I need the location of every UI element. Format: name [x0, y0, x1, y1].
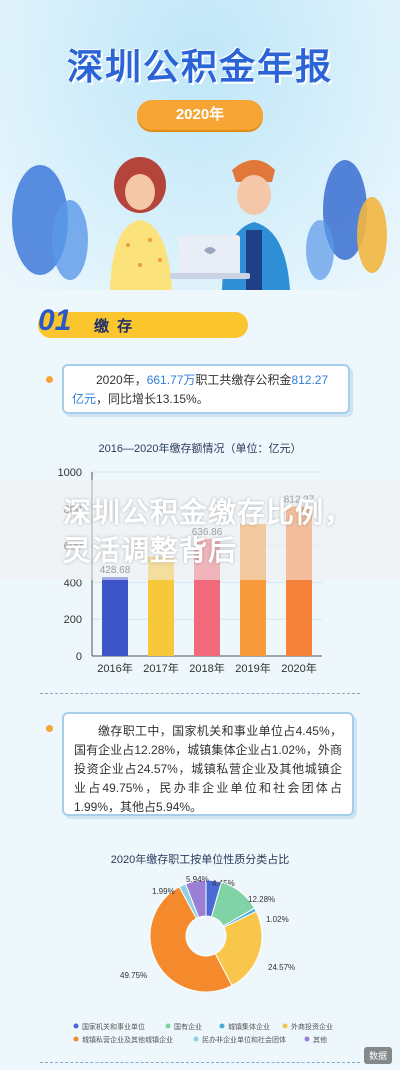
x-tick-label: 2019年	[235, 661, 270, 675]
donut-chart: 4.45%12.28%1.02%24.57%49.75%1.99%5.94%国家…	[73, 875, 333, 1044]
legend-label: 城镇集体企业	[228, 1022, 270, 1031]
legend-label: 其他	[313, 1035, 327, 1044]
y-tick-label: 0	[76, 651, 82, 663]
pie-chart-title: 2020年缴存职工按单位性质分类占比	[110, 854, 290, 866]
x-tick-label: 2020年	[281, 661, 316, 675]
people-laptop-illustration	[12, 157, 387, 290]
overlay-banner	[0, 480, 400, 580]
legend-label: 国家机关和事业单位	[82, 1022, 145, 1031]
legend-swatch	[73, 1023, 79, 1029]
distribution-box: 缴存职工中，国家机关和事业单位占4.45%，国有企业占12.28%，城镇集体企业…	[62, 712, 354, 816]
distribution-text: 缴存职工中，国家机关和事业单位占4.45%，国有企业占12.28%，城镇集体企业…	[74, 724, 342, 814]
slice-label: 5.94%	[186, 875, 209, 884]
year-badge: 2020年	[137, 100, 263, 130]
pie-slice	[149, 886, 233, 993]
y-tick-label: 400	[64, 577, 82, 589]
watermark: 数据	[363, 1047, 392, 1064]
x-tick-label: 2018年	[189, 661, 224, 675]
bullet-dot	[46, 376, 53, 383]
y-tick-label: 200	[64, 614, 82, 626]
x-tick-label: 2016年	[97, 661, 132, 675]
section-divider	[40, 1062, 360, 1063]
legend-swatch	[165, 1023, 171, 1029]
pie-slice	[214, 910, 263, 987]
legend-swatch	[282, 1023, 288, 1029]
bar-chart-title: 2016—2020年缴存额情况（单位：亿元）	[98, 443, 302, 455]
legend-label: 城镇私营企业及其他城镇企业	[82, 1035, 173, 1044]
summary-text: 2020年，661.77万职工共缴存公积金812.27亿元，同比增长13.15%…	[72, 373, 329, 406]
legend-label: 国有企业	[174, 1022, 202, 1031]
slice-label: 49.75%	[120, 971, 147, 980]
y-tick-label: 1000	[58, 467, 82, 479]
section-divider	[40, 693, 360, 694]
legend-label: 外商投资企业	[291, 1022, 333, 1031]
legend-swatch	[304, 1036, 310, 1042]
slice-label: 12.28%	[248, 895, 275, 904]
legend-swatch	[73, 1036, 79, 1042]
slice-label: 1.02%	[266, 915, 289, 924]
legend-swatch	[193, 1036, 199, 1042]
page-title: 深圳公积金年报	[66, 46, 333, 87]
section-number: 01	[38, 304, 72, 337]
pie-slice	[184, 879, 207, 919]
bar	[102, 577, 128, 656]
bullet-dot	[46, 725, 53, 732]
summary-box: 2020年，661.77万职工共缴存公积金812.27亿元，同比增长13.15%…	[62, 364, 350, 414]
legend-label: 民办非企业单位和社会团体	[202, 1035, 286, 1044]
legend-swatch	[219, 1023, 225, 1029]
slice-label: 24.57%	[268, 963, 295, 972]
section-header-bar	[38, 312, 248, 338]
overlay-headline: 深圳公积金缴存比例，灵活调整背后	[63, 497, 354, 566]
section-title: 缴 存	[94, 318, 135, 335]
x-tick-label: 2017年	[143, 661, 178, 675]
slice-label: 1.99%	[152, 887, 175, 896]
